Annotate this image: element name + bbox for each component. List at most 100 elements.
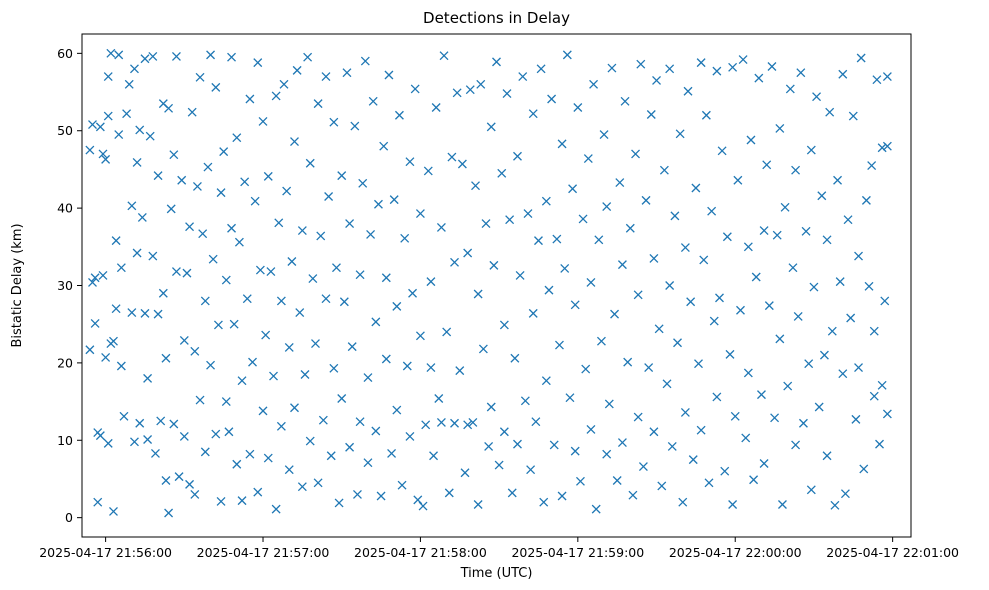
data-point <box>499 427 509 437</box>
data-point <box>85 345 95 355</box>
data-point <box>185 222 195 232</box>
data-point <box>578 214 588 224</box>
data-point <box>229 319 239 329</box>
data-point <box>284 465 294 475</box>
data-point <box>838 369 848 379</box>
data-point <box>861 195 871 205</box>
data-point <box>791 440 801 450</box>
data-point <box>688 455 698 465</box>
data-point <box>785 84 795 94</box>
data-point <box>164 508 174 518</box>
data-point <box>612 476 622 485</box>
data-point <box>838 69 848 79</box>
data-point <box>279 79 289 89</box>
data-point <box>712 66 722 76</box>
data-point <box>232 133 242 143</box>
data-point <box>90 273 100 283</box>
data-point <box>882 72 892 82</box>
data-point <box>321 72 331 82</box>
data-point <box>822 451 832 461</box>
data-point <box>665 281 675 290</box>
x-tick-label: 2025-04-17 22:01:00 <box>826 545 959 560</box>
data-point <box>190 346 200 356</box>
data-point <box>258 116 268 126</box>
data-point <box>88 277 97 287</box>
data-point <box>452 88 462 98</box>
data-point <box>311 339 320 348</box>
data-point <box>355 417 365 427</box>
data-point <box>418 501 428 511</box>
data-point <box>617 260 627 270</box>
data-point <box>124 79 134 89</box>
data-point <box>586 424 596 434</box>
data-point <box>200 296 210 306</box>
data-point <box>255 265 265 275</box>
data-point <box>95 122 105 132</box>
data-point <box>743 242 753 252</box>
data-point <box>471 181 480 191</box>
data-point <box>130 64 139 74</box>
data-point <box>631 149 641 159</box>
data-point <box>308 274 318 283</box>
data-point <box>431 103 441 112</box>
data-point <box>854 251 863 261</box>
data-point <box>544 285 554 295</box>
data-point <box>704 478 714 488</box>
data-point <box>717 146 727 156</box>
data-point <box>869 391 879 401</box>
data-point <box>665 64 675 74</box>
data-point <box>292 65 302 75</box>
data-point <box>675 129 685 139</box>
data-point <box>313 99 323 109</box>
data-point <box>573 103 583 112</box>
data-point <box>806 485 816 495</box>
data-point <box>211 429 221 439</box>
data-point <box>122 109 132 119</box>
data-point <box>513 439 522 449</box>
data-point <box>835 277 845 287</box>
data-point <box>363 458 373 468</box>
data-point <box>423 166 433 176</box>
data-point <box>297 226 307 236</box>
data-point <box>777 500 787 509</box>
chart-title: Detections in Delay <box>423 9 570 27</box>
data-point <box>171 267 181 277</box>
data-point <box>541 196 551 206</box>
data-point <box>337 171 347 181</box>
data-point <box>775 123 785 133</box>
data-point <box>337 394 347 403</box>
data-point <box>788 263 798 273</box>
data-point <box>373 199 383 209</box>
data-point <box>169 150 179 160</box>
data-point <box>143 435 153 444</box>
data-point <box>591 504 601 514</box>
data-point <box>725 349 735 359</box>
data-point <box>625 223 635 233</box>
data-point <box>392 301 402 311</box>
data-point <box>531 417 541 427</box>
data-point <box>195 72 205 82</box>
data-point <box>329 117 339 127</box>
data-point <box>135 125 145 135</box>
y-tick-label: 40 <box>57 201 73 216</box>
data-point <box>266 267 276 277</box>
data-point <box>234 237 244 247</box>
data-point <box>387 448 397 458</box>
data-point <box>271 504 281 514</box>
data-point <box>604 399 614 409</box>
data-point <box>607 63 617 73</box>
data-point <box>282 186 292 196</box>
data-point <box>321 294 331 304</box>
data-point <box>140 308 150 318</box>
data-point <box>290 137 299 147</box>
data-point <box>602 202 612 212</box>
data-point <box>791 165 801 175</box>
data-point <box>736 305 745 315</box>
data-point <box>738 55 748 64</box>
data-point <box>366 229 376 239</box>
data-point <box>305 436 315 446</box>
data-point <box>678 497 688 507</box>
data-point <box>481 219 491 229</box>
data-point <box>389 195 399 205</box>
data-point <box>686 297 696 307</box>
